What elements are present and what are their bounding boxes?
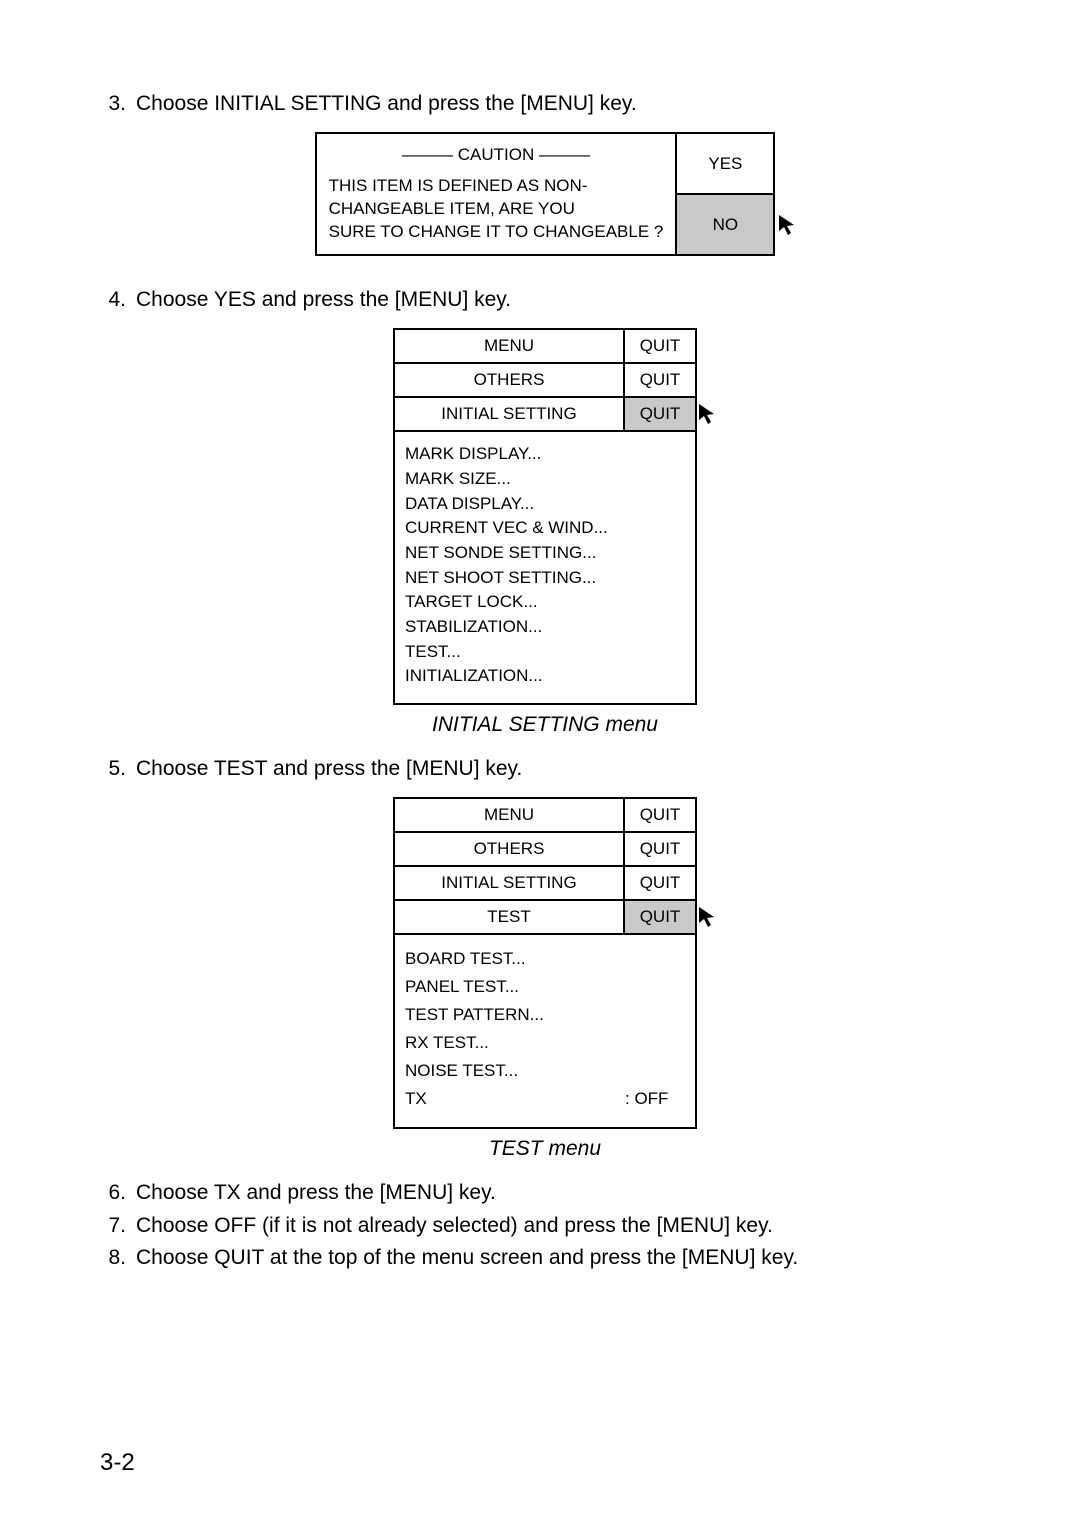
yes-label: YES <box>708 154 742 174</box>
menu-item[interactable]: STABILIZATION... <box>405 615 685 640</box>
menu-item[interactable]: BOARD TEST... <box>405 945 685 973</box>
menu-item[interactable]: RX TEST... <box>405 1029 685 1057</box>
menu-item[interactable]: TARGET LOCK... <box>405 590 685 615</box>
menu-header-row: OTHERS QUIT <box>395 364 695 398</box>
menu-item[interactable]: NET SONDE SETTING... <box>405 541 685 566</box>
cursor-arrow-icon <box>697 905 721 929</box>
step-3: 3. Choose INITIAL SETTING and press the … <box>100 90 990 118</box>
page-number: 3-2 <box>100 1449 135 1477</box>
step-text: Choose INITIAL SETTING and press the [ME… <box>136 90 990 118</box>
step-number: 8. <box>100 1244 136 1272</box>
menu-item[interactable]: MARK DISPLAY... <box>405 442 685 467</box>
step-number: 3. <box>100 90 136 118</box>
test-menu: MENU QUIT OTHERS QUIT INITIAL SETTING QU… <box>393 797 697 1129</box>
step-6: 6. Choose TX and press the [MENU] key. <box>100 1179 990 1207</box>
quit-button-active[interactable]: QUIT <box>625 398 695 430</box>
menu-item[interactable]: PANEL TEST... <box>405 973 685 1001</box>
menu-item[interactable]: NOISE TEST... <box>405 1057 685 1085</box>
quit-button[interactable]: QUIT <box>625 330 695 362</box>
step-number: 4. <box>100 286 136 314</box>
quit-button[interactable]: QUIT <box>625 799 695 831</box>
step-4: 4. Choose YES and press the [MENU] key. <box>100 286 990 314</box>
cursor-arrow-icon <box>697 402 721 426</box>
menu-item[interactable]: TEST PATTERN... <box>405 1001 685 1029</box>
caution-title: ——— CAUTION ——— <box>329 144 664 167</box>
page-container: 3. Choose INITIAL SETTING and press the … <box>0 0 1080 1527</box>
caution-line: CHANGEABLE ITEM, ARE YOU <box>329 198 664 221</box>
caution-line: SURE TO CHANGE IT TO CHANGEABLE ? <box>329 221 664 244</box>
caution-dialog-wrap: ——— CAUTION ——— THIS ITEM IS DEFINED AS … <box>100 132 990 256</box>
quit-button-active[interactable]: QUIT <box>625 901 695 933</box>
step-text: Choose TEST and press the [MENU] key. <box>136 755 990 783</box>
menu-header-label[interactable]: TEST <box>395 901 625 933</box>
step-text: Choose YES and press the [MENU] key. <box>136 286 990 314</box>
caution-buttons: YES NO <box>677 134 773 254</box>
caution-line: THIS ITEM IS DEFINED AS NON- <box>329 175 664 198</box>
caution-message-area: ——— CAUTION ——— THIS ITEM IS DEFINED AS … <box>317 134 678 254</box>
menu-body: MARK DISPLAY... MARK SIZE... DATA DISPLA… <box>395 432 695 702</box>
no-label: NO <box>713 215 739 235</box>
initial-setting-caption: INITIAL SETTING menu <box>100 713 990 737</box>
caution-dialog: ——— CAUTION ——— THIS ITEM IS DEFINED AS … <box>315 132 776 256</box>
menu-header-row: MENU QUIT <box>395 799 695 833</box>
test-menu-wrap: MENU QUIT OTHERS QUIT INITIAL SETTING QU… <box>100 797 990 1129</box>
menu-header-label[interactable]: INITIAL SETTING <box>395 867 625 899</box>
quit-label: QUIT <box>640 404 681 423</box>
menu-header-row: MENU QUIT <box>395 330 695 364</box>
step-number: 7. <box>100 1212 136 1240</box>
menu-item[interactable]: INITIALIZATION... <box>405 664 685 689</box>
no-button[interactable]: NO <box>677 195 773 254</box>
step-5: 5. Choose TEST and press the [MENU] key. <box>100 755 990 783</box>
quit-button[interactable]: QUIT <box>625 867 695 899</box>
quit-label: QUIT <box>640 907 681 926</box>
step-text: Choose TX and press the [MENU] key. <box>136 1179 990 1207</box>
cursor-arrow-icon <box>777 213 801 237</box>
menu-item-tx[interactable]: TX : OFF <box>405 1085 685 1113</box>
test-menu-caption: TEST menu <box>100 1137 990 1161</box>
menu-body: BOARD TEST... PANEL TEST... TEST PATTERN… <box>395 935 695 1127</box>
menu-header-label[interactable]: MENU <box>395 330 625 362</box>
step-number: 5. <box>100 755 136 783</box>
yes-button[interactable]: YES <box>677 134 773 195</box>
menu-header-label[interactable]: INITIAL SETTING <box>395 398 625 430</box>
menu-item[interactable]: DATA DISPLAY... <box>405 492 685 517</box>
menu-item[interactable]: TEST... <box>405 640 685 665</box>
menu-header-label[interactable]: OTHERS <box>395 833 625 865</box>
menu-item[interactable]: NET SHOOT SETTING... <box>405 566 685 591</box>
tx-label: TX <box>405 1085 625 1113</box>
step-8: 8. Choose QUIT at the top of the menu sc… <box>100 1244 990 1272</box>
tx-value: : OFF <box>625 1085 685 1113</box>
menu-item[interactable]: MARK SIZE... <box>405 467 685 492</box>
menu-header-label[interactable]: OTHERS <box>395 364 625 396</box>
step-text: Choose QUIT at the top of the menu scree… <box>136 1244 990 1272</box>
menu-header-label[interactable]: MENU <box>395 799 625 831</box>
initial-setting-menu-wrap: MENU QUIT OTHERS QUIT INITIAL SETTING QU… <box>100 328 990 704</box>
initial-setting-menu: MENU QUIT OTHERS QUIT INITIAL SETTING QU… <box>393 328 697 704</box>
step-7: 7. Choose OFF (if it is not already sele… <box>100 1212 990 1240</box>
menu-header-row: OTHERS QUIT <box>395 833 695 867</box>
menu-header-row: INITIAL SETTING QUIT <box>395 398 695 432</box>
quit-button[interactable]: QUIT <box>625 833 695 865</box>
menu-item[interactable]: CURRENT VEC & WIND... <box>405 516 685 541</box>
menu-header-row: TEST QUIT <box>395 901 695 935</box>
quit-button[interactable]: QUIT <box>625 364 695 396</box>
step-number: 6. <box>100 1179 136 1207</box>
step-text: Choose OFF (if it is not already selecte… <box>136 1212 990 1240</box>
menu-header-row: INITIAL SETTING QUIT <box>395 867 695 901</box>
